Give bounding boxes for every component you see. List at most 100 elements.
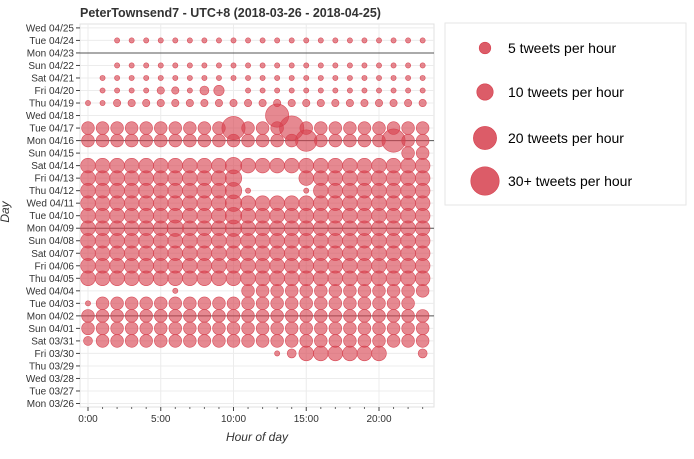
legend-label: 10 tweets per hour [508,84,624,100]
bubble [415,334,430,348]
y-tick-label: Fri 04/20 [35,86,75,97]
bubble [404,99,413,107]
bubble [270,334,284,348]
bubble [123,157,140,174]
bubble [127,99,136,107]
y-tick-label: Fri 04/13 [35,174,75,185]
bubble [415,121,430,135]
y-tick-label: Mon 04/02 [27,311,75,322]
bubble [343,296,357,311]
bubble [255,121,270,135]
bubble [386,334,401,348]
bubble [390,62,397,69]
bubble [415,133,430,148]
bubble [343,121,357,135]
bubble [328,296,343,311]
bubble [81,133,95,148]
bubble [259,37,266,44]
bubble [214,99,223,107]
y-tick-label: Fri 03/30 [35,349,75,360]
bubble [230,62,237,69]
bubble [376,75,382,81]
bubble [417,348,428,359]
bubble [371,345,387,362]
bubble [201,37,208,44]
bubble [183,296,197,311]
bubble [157,62,164,69]
bubble [346,37,353,44]
y-tick-label: Mon 04/23 [27,48,75,59]
bubble [332,75,339,81]
bubble [270,321,284,336]
bubble [244,99,253,107]
bubble [274,87,281,94]
bubble [356,157,373,174]
bubble [328,121,343,135]
y-tick-label: Sun 04/08 [28,236,74,247]
bubble [154,334,168,348]
bubble [405,62,411,69]
bubble [124,309,139,323]
bubble [269,157,285,174]
y-tick-label: Thu 04/05 [29,274,74,285]
y-tick-label: Tue 03/27 [29,386,74,397]
bubble [328,321,343,336]
bubble [376,37,382,44]
bubble [419,62,426,69]
bubble [317,75,324,81]
bubble [328,133,343,148]
bubble [386,321,401,336]
chart-title: PeterTownsend7 - UTC+8 (2018-03-26 - 201… [80,6,381,20]
bubble [270,309,284,323]
bubble [124,321,139,336]
bubble [285,321,299,336]
bubble [226,296,241,311]
bubble [316,99,325,107]
bubble [274,75,281,81]
bubble [299,309,313,323]
bubble [81,121,95,135]
bubble [241,309,255,323]
bubble [99,100,106,106]
y-tick-label: Tue 04/17 [29,124,74,135]
bubble [183,121,197,135]
bubble [299,284,313,298]
bubble [419,87,426,94]
bubble [360,99,369,107]
y-axis-label: Day [0,200,12,222]
bubble [230,37,237,44]
bubble [128,37,135,44]
bubble [285,334,299,348]
legend-label: 30+ tweets per hour [508,173,632,189]
bubble [332,62,339,69]
bubble [361,37,368,44]
bubble [314,309,328,323]
bubble [110,133,124,148]
y-tick-label: Sat 03/31 [31,336,74,347]
bubble [265,103,290,128]
bubble [418,99,427,107]
bubble [110,321,124,336]
bubble [124,133,139,148]
bubble [168,121,182,135]
bubble [371,157,387,174]
bubble [342,157,358,174]
legend-marker [470,166,500,196]
bubble [357,121,372,135]
bubble [375,99,383,107]
bubble [183,309,197,323]
bubble [168,321,182,336]
bubble [314,121,328,135]
bubble [213,85,225,97]
bubble [389,99,398,107]
bubble [357,321,372,336]
bubble [85,300,91,307]
bubble [95,121,110,135]
bubble [258,99,267,107]
bubble [241,296,255,311]
bubble [255,321,270,336]
bubble [343,133,357,148]
y-tick-label: Mon 03/26 [27,399,75,410]
bubble [286,348,297,359]
